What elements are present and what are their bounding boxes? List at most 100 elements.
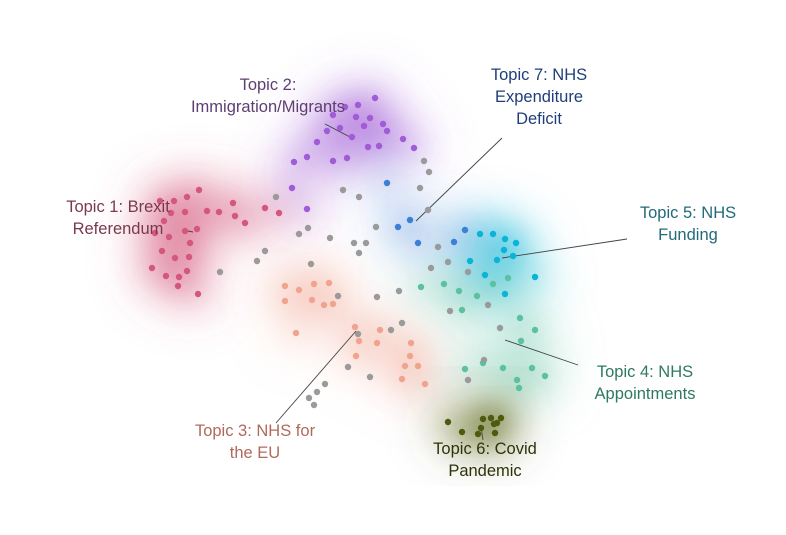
unassigned-point <box>373 293 381 301</box>
topic-point <box>461 226 469 234</box>
topic-point <box>371 94 379 102</box>
topic-point <box>474 430 482 438</box>
unassigned-point <box>216 268 224 276</box>
topic-point <box>203 207 211 215</box>
topic-point <box>352 113 360 121</box>
unassigned-point <box>313 388 321 396</box>
topic-point <box>329 300 337 308</box>
topic-point <box>148 264 156 272</box>
topic-point <box>290 158 298 166</box>
topic-labels: Topic 1: Brexit Referendum Topic 2: Immigra… <box>66 66 736 480</box>
unassigned-point <box>398 319 406 327</box>
unassigned-point <box>484 301 492 309</box>
topic-point <box>320 301 328 309</box>
unassigned-point <box>446 307 454 315</box>
unassigned-point <box>366 373 374 381</box>
unassigned-point <box>350 239 358 247</box>
topic-point <box>351 323 359 331</box>
unassigned-point <box>464 376 472 384</box>
topic-point <box>414 362 422 370</box>
topic-point <box>497 414 505 422</box>
unassigned-point <box>355 193 363 201</box>
topic-point <box>288 184 296 192</box>
topic-point <box>303 205 311 213</box>
topic-point <box>517 337 525 345</box>
topic-point <box>229 199 237 207</box>
topic-point <box>364 143 372 151</box>
topic-point <box>417 283 425 291</box>
topic-point <box>504 274 512 282</box>
topic-point <box>406 352 414 360</box>
topic-point <box>231 212 239 220</box>
topic-point <box>151 229 159 237</box>
topic-point <box>366 114 374 122</box>
unassigned-point <box>339 186 347 194</box>
topic-point <box>479 415 487 423</box>
topic-point <box>181 227 189 235</box>
topic-point <box>329 157 337 165</box>
topic-point <box>195 186 203 194</box>
unassigned-point <box>272 193 280 201</box>
topic-point <box>487 414 495 422</box>
unassigned-point <box>444 258 452 266</box>
topic-point <box>194 290 202 298</box>
topic-point <box>352 352 360 360</box>
topic-point <box>329 111 337 119</box>
topic-point <box>348 133 356 141</box>
topic-point <box>491 429 499 437</box>
topic-point <box>376 326 384 334</box>
topic-point <box>501 235 509 243</box>
topic-point <box>241 219 249 227</box>
topic-point <box>379 120 387 128</box>
topic-label-line: Topic 5: NHS <box>640 204 736 222</box>
topic-point <box>183 193 191 201</box>
topic-point <box>500 246 508 254</box>
topic-point <box>509 252 517 260</box>
unassigned-point <box>362 239 370 247</box>
unassigned-point <box>295 230 303 238</box>
topic-point <box>489 280 497 288</box>
topic-point <box>158 247 166 255</box>
topic-point <box>399 135 407 143</box>
topic-point <box>323 127 331 135</box>
topic-label-line: Topic 2: <box>240 76 297 94</box>
topic-point <box>281 297 289 305</box>
topic-point <box>528 364 536 372</box>
unassigned-point <box>261 247 269 255</box>
topic-point <box>489 230 497 238</box>
topic-label: Topic 6: Covid Pandemic <box>433 440 537 480</box>
topic-point <box>162 272 170 280</box>
topic-point <box>175 273 183 281</box>
topic-point <box>531 326 539 334</box>
topic-point <box>450 238 458 246</box>
topic-point <box>308 296 316 304</box>
unassigned-point <box>334 292 342 300</box>
topic-label-line: Topic 6: Covid <box>433 440 537 458</box>
topic-label-line: Deficit <box>516 110 562 128</box>
topic-point <box>383 179 391 187</box>
topic-label-line: the EU <box>230 444 280 462</box>
topic-point <box>174 282 182 290</box>
topic-point <box>295 286 303 294</box>
topic-label: Topic 1: Brexit Referendum <box>66 198 170 238</box>
unassigned-point <box>420 157 428 165</box>
topic-label-line: Topic 4: NHS <box>597 363 693 381</box>
topic-label: Topic 7: NHS Expenditure Deficit <box>491 66 587 128</box>
unassigned-point <box>416 184 424 192</box>
topic-point <box>414 239 422 247</box>
unassigned-point <box>354 330 362 338</box>
topic-label-line: Expenditure <box>495 88 583 106</box>
topic-point <box>341 103 349 111</box>
topic-point <box>303 153 311 161</box>
topic-point <box>444 418 452 426</box>
unassigned-point <box>305 394 313 402</box>
topic-point <box>360 122 368 130</box>
unassigned-point <box>253 257 261 265</box>
unassigned-point <box>427 264 435 272</box>
leader-line <box>187 230 194 233</box>
topic-point <box>383 127 391 135</box>
topic-point <box>354 101 362 109</box>
topic-point <box>181 208 189 216</box>
topic-point <box>455 287 463 295</box>
